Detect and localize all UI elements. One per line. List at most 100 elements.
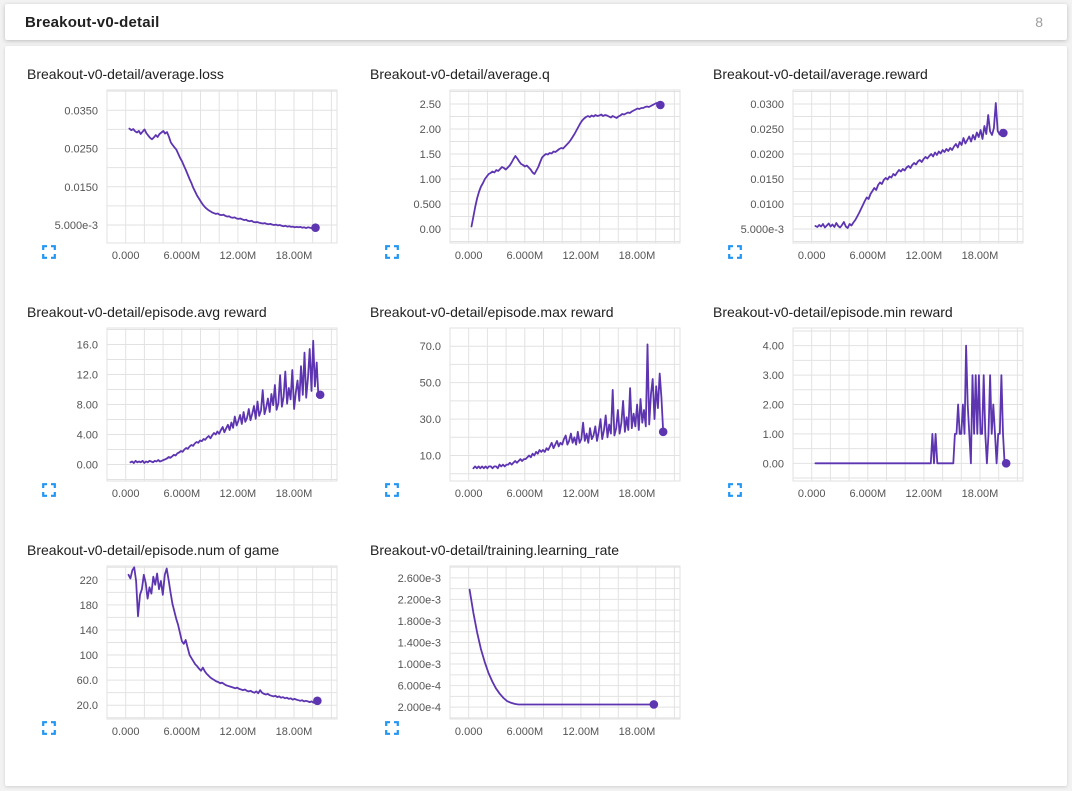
- chart-plot[interactable]: 220 180 140 100 60.0 20.0 0.000 6.000M 12.00M 18.…: [27, 562, 352, 742]
- plot-border: [106, 89, 338, 244]
- plot-border: [449, 89, 681, 244]
- x-tick-label: 18.00M: [619, 250, 656, 262]
- y-tick-label: 0.500: [413, 199, 441, 211]
- chart-card: Breakout-v0-detail/training.learning_rat…: [370, 540, 713, 742]
- y-tick-label: 0.00: [77, 460, 98, 472]
- x-tick-label: 6.000M: [163, 250, 200, 262]
- chart-plot[interactable]: 0.0300 0.0250 0.0200 0.0150 0.0100 5.000e-3 0.…: [713, 86, 1038, 266]
- chart-count-badge: 8: [1035, 14, 1043, 30]
- chart-title: Breakout-v0-detail/training.learning_rat…: [370, 542, 620, 558]
- series-end-dot: [315, 390, 325, 400]
- x-tick-label: 0.000: [455, 250, 483, 262]
- fullscreen-expand-icon[interactable]: [385, 721, 399, 735]
- x-tick-label: 0.000: [455, 488, 483, 500]
- plot-border: [792, 89, 1024, 244]
- y-tick-label: 16.0: [77, 340, 98, 352]
- series-end-dot: [999, 128, 1008, 138]
- y-tick-label: 70.0: [420, 341, 441, 353]
- fullscreen-expand-icon[interactable]: [385, 245, 399, 259]
- chart-title: Breakout-v0-detail/average.q: [370, 66, 550, 82]
- y-tick-label: 1.00: [420, 174, 441, 186]
- x-tick-label: 12.00M: [220, 726, 257, 738]
- chart-plot[interactable]: 2.600e-3 2.200e-3 1.800e-3 1.400e-3 1.000e-3…: [370, 562, 695, 742]
- x-tick-label: 6.000M: [163, 726, 200, 738]
- fullscreen-expand-icon[interactable]: [728, 483, 742, 497]
- y-tick-label: 140: [80, 625, 98, 637]
- chart-plot[interactable]: 2.50 2.00 1.50 1.00 0.500 0.00 0.000 6.000M 12.0…: [370, 86, 695, 266]
- series-end-dot: [649, 700, 659, 709]
- line-series: [127, 566, 319, 704]
- y-tick-label: 220: [80, 575, 98, 587]
- x-tick-label: 6.000M: [506, 726, 543, 738]
- x-tick-label: 0.000: [112, 488, 140, 500]
- y-tick-label: 0.0350: [64, 105, 98, 117]
- y-tick-label: 0.00: [763, 458, 784, 470]
- chart-title: Breakout-v0-detail/episode.max reward: [370, 304, 614, 320]
- chart-plot[interactable]: 0.0350 0.0250 0.0150 5.000e-3 0.000 6.000M 12.…: [27, 86, 352, 266]
- x-tick-label: 12.00M: [563, 250, 600, 262]
- fullscreen-expand-icon[interactable]: [42, 483, 56, 497]
- x-tick-label: 12.00M: [220, 488, 257, 500]
- x-tick-label: 6.000M: [163, 488, 200, 500]
- line-series: [129, 339, 322, 464]
- fullscreen-expand-icon[interactable]: [42, 245, 56, 259]
- y-tick-label: 0.0250: [64, 144, 98, 156]
- x-tick-label: 0.000: [112, 726, 140, 738]
- chart-card: Breakout-v0-detail/episode.max reward 70.…: [370, 302, 713, 504]
- y-tick-label: 0.0200: [750, 149, 784, 161]
- plot-border: [449, 327, 681, 482]
- x-tick-label: 6.000M: [849, 250, 886, 262]
- charts-grid: Breakout-v0-detail/average.loss 0.0350 0.0…: [5, 46, 1067, 742]
- y-tick-label: 0.0150: [750, 174, 784, 186]
- chart-title: Breakout-v0-detail/episode.num of game: [27, 542, 280, 558]
- chart-card: Breakout-v0-detail/episode.min reward 4.0…: [713, 302, 1056, 504]
- y-tick-label: 20.0: [77, 700, 98, 712]
- y-tick-label: 2.00: [763, 400, 784, 412]
- y-tick-label: 5.000e-3: [55, 220, 98, 232]
- fullscreen-expand-icon[interactable]: [728, 245, 742, 259]
- chart-title: Breakout-v0-detail/average.loss: [27, 66, 224, 82]
- x-tick-label: 12.00M: [906, 488, 943, 500]
- x-tick-label: 0.000: [798, 250, 826, 262]
- series-end-dot: [658, 427, 668, 437]
- chart-card: Breakout-v0-detail/average.reward 0.0300 0…: [713, 64, 1056, 266]
- y-tick-label: 1.00: [763, 429, 784, 441]
- fullscreen-expand-icon[interactable]: [385, 483, 399, 497]
- y-tick-label: 60.0: [77, 675, 98, 687]
- x-tick-label: 18.00M: [962, 250, 999, 262]
- chart-title: Breakout-v0-detail/episode.min reward: [713, 304, 953, 320]
- y-tick-label: 4.00: [763, 341, 784, 353]
- x-tick-label: 0.000: [455, 726, 483, 738]
- x-tick-label: 12.00M: [563, 726, 600, 738]
- y-tick-label: 10.0: [420, 451, 441, 463]
- x-tick-label: 12.00M: [906, 250, 943, 262]
- plot-border: [106, 565, 338, 720]
- y-tick-label: 0.0300: [750, 99, 784, 111]
- line-series: [814, 102, 1005, 229]
- y-tick-label: 1.50: [420, 149, 441, 161]
- y-tick-label: 1.800e-3: [398, 616, 441, 628]
- chart-plot[interactable]: 16.0 12.0 8.00 4.00 0.00 0.000 6.000M 12.00M 18.…: [27, 324, 352, 504]
- x-tick-label: 6.000M: [506, 488, 543, 500]
- series-end-dot: [311, 223, 320, 232]
- chart-plot[interactable]: 70.0 50.0 30.0 10.0 0.000 6.000M 12.00M 18.00M: [370, 324, 695, 504]
- y-tick-label: 5.000e-3: [741, 224, 784, 236]
- fullscreen-expand-icon[interactable]: [42, 721, 56, 735]
- y-tick-label: 100: [80, 650, 98, 662]
- plot-border: [792, 327, 1024, 482]
- y-tick-label: 0.00: [420, 224, 441, 236]
- x-tick-label: 18.00M: [276, 726, 313, 738]
- x-tick-label: 0.000: [798, 488, 826, 500]
- x-tick-label: 18.00M: [619, 726, 656, 738]
- y-tick-label: 8.00: [77, 400, 98, 412]
- y-tick-label: 1.400e-3: [398, 638, 441, 650]
- chart-card: Breakout-v0-detail/episode.num of game 22…: [27, 540, 370, 742]
- plot-border: [449, 565, 681, 720]
- x-tick-label: 12.00M: [220, 250, 257, 262]
- y-tick-label: 6.000e-4: [398, 681, 441, 693]
- x-tick-label: 18.00M: [276, 488, 313, 500]
- y-tick-label: 50.0: [420, 378, 441, 390]
- chart-plot[interactable]: 4.00 3.00 2.00 1.00 0.00 0.000 6.000M 12.00M 18.…: [713, 324, 1038, 504]
- x-tick-label: 6.000M: [849, 488, 886, 500]
- page-title: Breakout-v0-detail: [25, 13, 160, 31]
